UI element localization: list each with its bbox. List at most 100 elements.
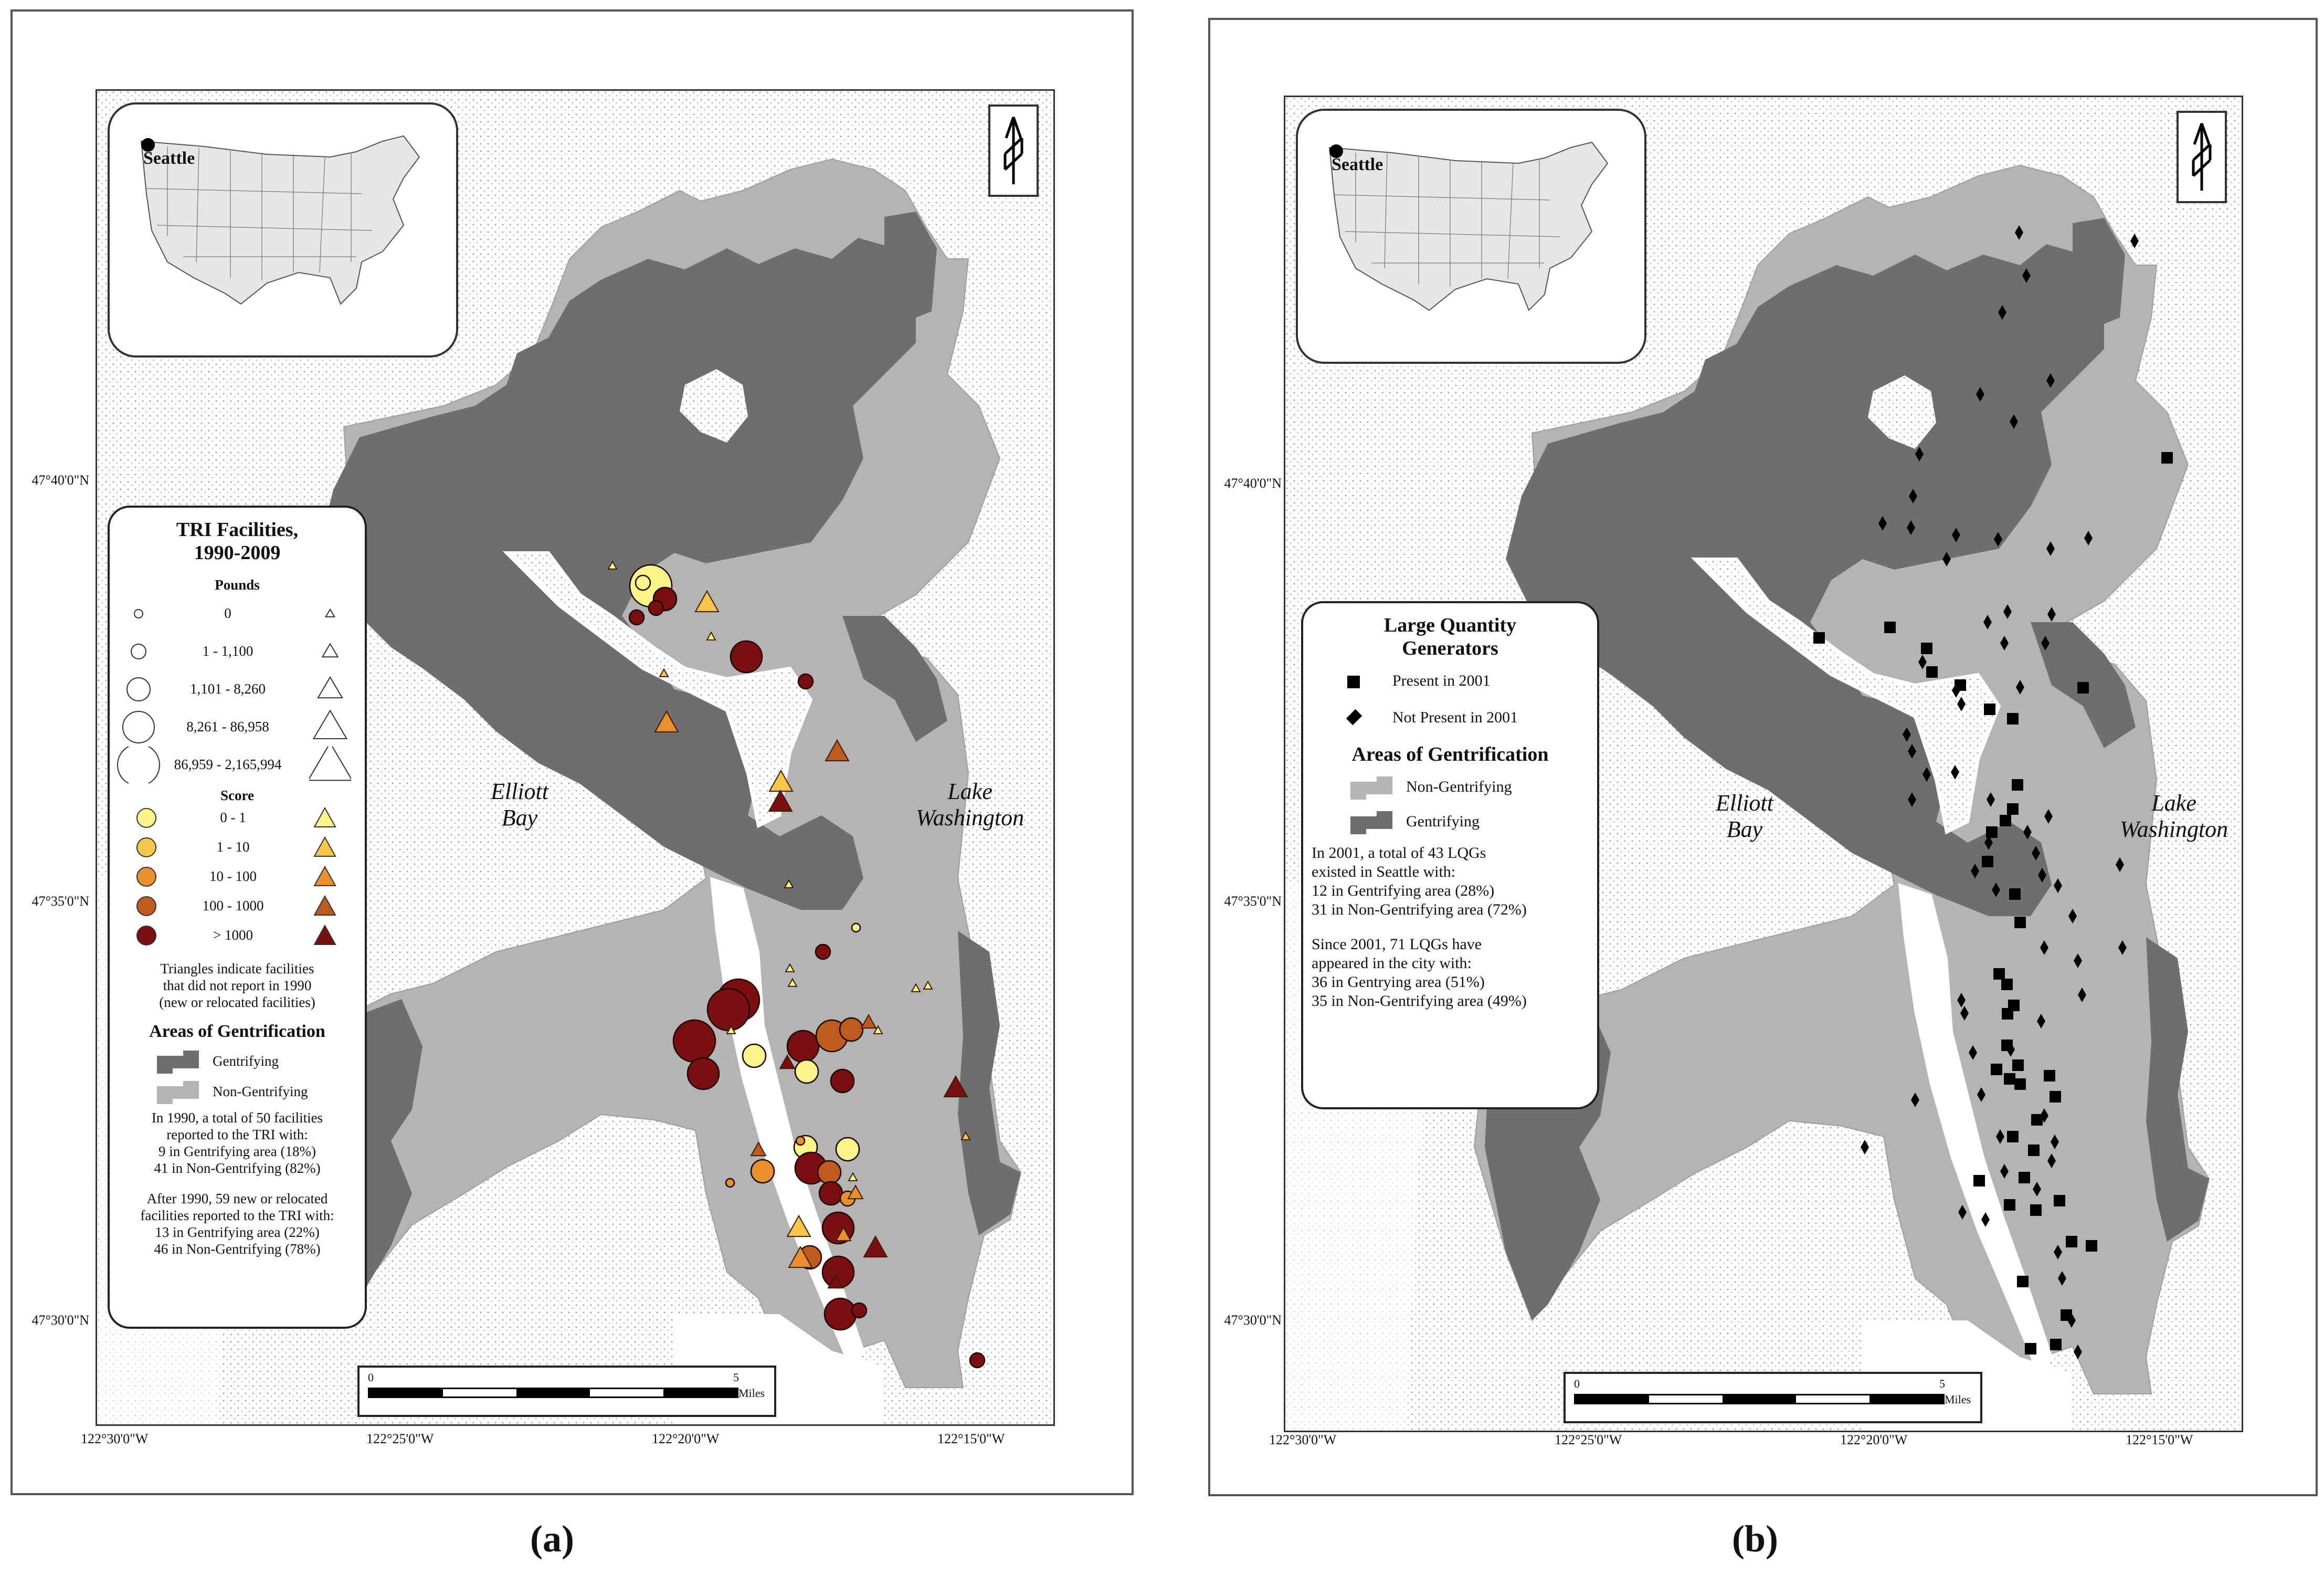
lqg-present-marker xyxy=(2066,1236,2077,1247)
scale-bar-graphic xyxy=(1574,1394,1945,1404)
lqg-not-present-marker xyxy=(2054,1245,2062,1259)
score-triangle-icon xyxy=(313,865,336,886)
usa-outline xyxy=(140,135,420,305)
non-gentrifying-swatch xyxy=(157,1081,199,1104)
lqg-not-present-marker xyxy=(2015,225,2023,240)
lqg-not-present-marker xyxy=(1915,447,1924,461)
lqg-present-marker xyxy=(1884,622,1896,633)
score-triangle-icon xyxy=(313,924,336,945)
lqg-present-marker xyxy=(1993,968,2005,980)
score-class-label: 100 - 1000 xyxy=(202,898,264,914)
water-label-line: Elliott xyxy=(491,779,548,804)
stats-line: 31 in Non-Gentrifying area (72%) xyxy=(1312,901,1527,918)
elliott-bay-label: Elliott Bay xyxy=(491,779,548,831)
lqg-not-present-marker xyxy=(1984,835,1993,850)
inset-usa-map: Seattle xyxy=(1296,109,1646,364)
score-circle-icon xyxy=(136,926,156,946)
lqg-classes: Present in 2001 Not Present in 2001 xyxy=(1303,664,1597,743)
tri-facility-triangle xyxy=(847,1184,864,1200)
pounds-class-row: 8,261 - 86,958 xyxy=(110,709,365,746)
tri-facility-triangle xyxy=(923,980,933,990)
pounds-triangle-icon xyxy=(317,676,343,699)
tri-circles-layer xyxy=(628,564,986,1369)
lqg-not-present-marker xyxy=(2006,1042,2015,1057)
stats-after-1990: After 1990, 59 new or relocated faciliti… xyxy=(110,1190,365,1257)
present-square-icon xyxy=(1347,676,1360,688)
lqg-not-present-marker xyxy=(2016,680,2024,695)
lqg-present-marker xyxy=(1986,826,1998,838)
tri-facility-circle xyxy=(742,1043,767,1068)
tri-facility-circle xyxy=(730,640,763,674)
seattle-label: Seattle xyxy=(1332,155,1383,174)
tri-facility-circle xyxy=(725,1178,735,1188)
tri-facility-triangle xyxy=(863,1235,888,1258)
score-class-row: 0 - 1 xyxy=(110,804,365,832)
pounds-classes: 0 1 - 1,100 1,101 - 8,260 8,261 - 86,958 86,… xyxy=(110,595,365,784)
pounds-triangle-icon xyxy=(309,747,351,781)
lqg-present-marker xyxy=(1973,1175,1985,1186)
gentrifying-area xyxy=(1506,244,2104,916)
lqg-present-marker xyxy=(1813,632,1825,644)
lqg-not-present-marker xyxy=(1960,1006,1969,1021)
present-label: Present in 2001 xyxy=(1392,672,1491,689)
lqg-not-present-marker xyxy=(1907,520,1915,535)
tri-facility-triangle xyxy=(788,1245,813,1268)
lqg-not-present-marker xyxy=(1977,1087,1985,1102)
lake-washington-label: Lake Washington xyxy=(2120,790,2228,843)
lqg-present-layer xyxy=(1813,452,2173,1354)
areas-classes: Non-Gentrifying Gentrifying xyxy=(1303,766,1597,839)
score-class-row: 10 - 100 xyxy=(110,863,365,891)
score-triangle-icon xyxy=(313,895,336,916)
score-circle-icon xyxy=(136,808,156,828)
scale-unit: Miles xyxy=(1945,1393,1971,1406)
lqg-not-present-marker xyxy=(1994,532,2002,547)
north-arrow-icon xyxy=(1003,117,1023,184)
tri-facility-circle xyxy=(706,988,751,1032)
lqg-present-marker xyxy=(2031,1114,2043,1126)
tri-facility-circle xyxy=(830,1068,855,1094)
lqg-present-marker xyxy=(2007,803,2019,815)
latitude-label: 47°40'0"N xyxy=(1224,476,1282,491)
scale-bar-graphic xyxy=(368,1388,738,1398)
lqg-not-present-marker xyxy=(1976,387,1984,402)
lqg-not-present-marker xyxy=(1987,792,1995,807)
tri-facility-circle xyxy=(750,1159,775,1184)
lqg-not-present-marker xyxy=(2130,234,2139,248)
lqg-not-present-marker xyxy=(1878,516,1887,531)
tri-facility-triangle xyxy=(960,1131,971,1140)
tri-facility-triangle xyxy=(726,1025,736,1034)
pounds-class-label: 8,261 - 86,958 xyxy=(186,719,269,734)
tri-facility-triangle xyxy=(784,879,794,888)
lqg-not-present-marker xyxy=(2118,940,2127,955)
lqg-present-marker xyxy=(1926,666,1938,678)
lqg-not-present-marker xyxy=(1942,552,1951,566)
stats-line: facilities reported to the TRI with: xyxy=(140,1208,334,1223)
latitude-label: 47°30'0"N xyxy=(1224,1312,1282,1328)
lqg-not-present-marker xyxy=(1957,697,1966,711)
triangle-note-line: Triangles indicate facilities xyxy=(160,961,314,976)
lqg-not-present-marker xyxy=(1922,767,1931,782)
tri-facility-circle xyxy=(797,673,814,690)
tri-facility-triangle xyxy=(943,1075,968,1098)
lqg-not-present-marker xyxy=(2046,373,2055,388)
lqg-present-marker xyxy=(2007,1131,2019,1142)
lqg-not-present-marker xyxy=(2040,940,2048,955)
lqg-not-present-marker xyxy=(2022,268,2031,283)
lqg-present-marker xyxy=(2000,815,2011,826)
pounds-class-row: 1,101 - 8,260 xyxy=(110,671,365,708)
tri-facility-triangle xyxy=(785,963,795,972)
lqg-present-marker xyxy=(1984,704,1995,715)
north-lake xyxy=(1868,375,1936,449)
gentrifying-area-southeast xyxy=(2146,937,2209,1242)
figure-label-b: (b) xyxy=(1732,1518,1778,1560)
stats-line: existed in Seattle with: xyxy=(1312,863,1456,880)
pounds-class-label: 0 xyxy=(224,605,231,621)
pounds-class-label: 86,959 - 2,165,994 xyxy=(174,757,282,772)
legend-title: Large Quantity Generators xyxy=(1303,614,1597,660)
ship-canal xyxy=(502,551,813,828)
tri-facility-circle xyxy=(628,609,645,626)
elliott-bay-label: Elliott Bay xyxy=(1716,790,1773,843)
tri-facility-triangle xyxy=(787,978,798,987)
lqg-not-present-marker xyxy=(2044,809,2053,824)
score-class-row: > 1000 xyxy=(110,921,365,950)
